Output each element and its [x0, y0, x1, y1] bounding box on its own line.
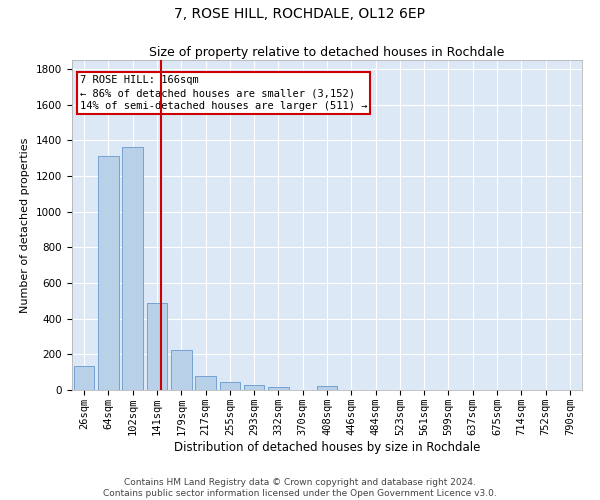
Text: 7, ROSE HILL, ROCHDALE, OL12 6EP: 7, ROSE HILL, ROCHDALE, OL12 6EP	[175, 8, 425, 22]
Bar	[146, 302, 167, 390]
Bar	[317, 386, 337, 390]
Bar	[74, 366, 94, 390]
Bar	[98, 156, 119, 390]
Bar	[244, 385, 265, 390]
Bar	[122, 146, 143, 390]
Title: Size of property relative to detached houses in Rochdale: Size of property relative to detached ho…	[149, 46, 505, 59]
Bar	[171, 350, 191, 390]
Text: 7 ROSE HILL: 166sqm
← 86% of detached houses are smaller (3,152)
14% of semi-det: 7 ROSE HILL: 166sqm ← 86% of detached ho…	[80, 75, 367, 112]
Bar	[195, 376, 216, 390]
Bar	[220, 382, 240, 390]
Y-axis label: Number of detached properties: Number of detached properties	[20, 138, 31, 312]
X-axis label: Distribution of detached houses by size in Rochdale: Distribution of detached houses by size …	[174, 440, 480, 454]
Text: Contains HM Land Registry data © Crown copyright and database right 2024.
Contai: Contains HM Land Registry data © Crown c…	[103, 478, 497, 498]
Bar	[268, 388, 289, 390]
